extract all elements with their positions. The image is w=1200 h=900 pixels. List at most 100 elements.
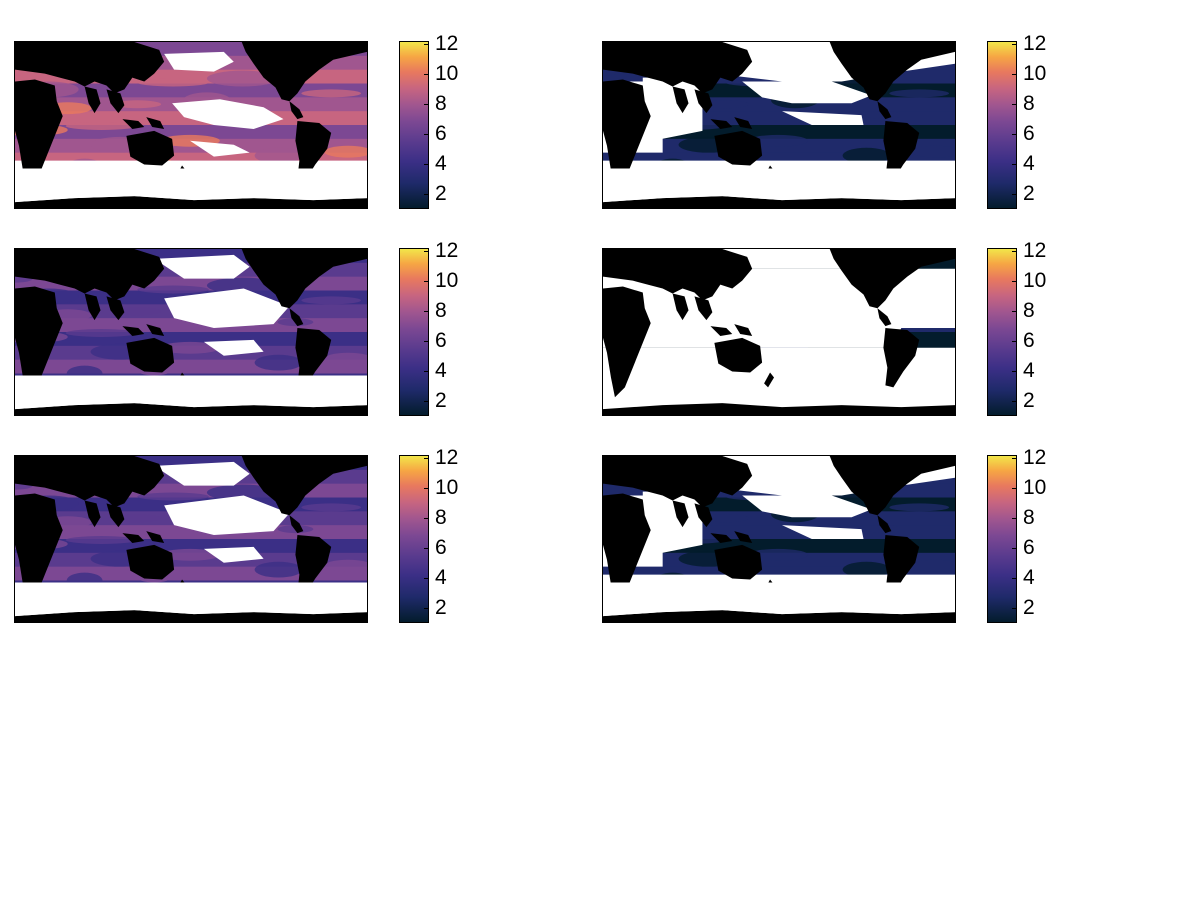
colorbar-tick-mark xyxy=(424,74,428,75)
land-mass xyxy=(603,493,651,605)
masked-region xyxy=(203,339,264,356)
land-mass xyxy=(764,372,775,388)
colorbar-tick-mark xyxy=(424,164,428,165)
land-mass xyxy=(84,86,101,114)
colorbar-tick-mark xyxy=(1012,164,1016,165)
masked-region xyxy=(154,254,250,279)
masked-region xyxy=(642,77,703,141)
land-mass xyxy=(694,503,713,528)
colorbar-tick-label: 6 xyxy=(435,122,447,145)
land-mass xyxy=(603,456,753,508)
southern-masked-region xyxy=(603,582,955,617)
land-mass xyxy=(313,249,352,265)
land-mass xyxy=(710,326,733,336)
colorbar-tick-label: 4 xyxy=(1023,566,1035,589)
antarctica-land xyxy=(603,610,955,622)
map-panel-r3c2 xyxy=(602,455,956,623)
ocean-swirl xyxy=(324,352,367,365)
land-mass xyxy=(289,308,304,327)
ocean-swirl xyxy=(113,307,162,316)
land-mass xyxy=(289,101,304,120)
land-mass xyxy=(672,293,689,321)
land-mass xyxy=(603,79,651,191)
antarctica-land xyxy=(15,196,367,208)
colorbar-tick-label: 10 xyxy=(1023,62,1047,85)
land-mass xyxy=(295,535,332,595)
colorbar-tick-label: 6 xyxy=(435,536,447,559)
ocean-swirl xyxy=(912,559,955,572)
land-mass xyxy=(122,326,145,336)
map-panel-r2c2 xyxy=(602,248,956,416)
land-mass xyxy=(106,89,125,114)
colorbar-tick-label: 4 xyxy=(435,152,447,175)
colorbar-tick-mark xyxy=(1012,401,1016,402)
southern-masked-region xyxy=(603,168,955,203)
colorbar-tick-mark xyxy=(424,488,428,489)
land-mass xyxy=(901,456,940,472)
colorbar-tick-label: 4 xyxy=(435,359,447,382)
ocean-swirl xyxy=(113,514,162,523)
land-mass xyxy=(734,117,753,129)
land-mass xyxy=(603,286,651,398)
colorbar-tick-mark xyxy=(424,401,428,402)
colorbar-tick-mark xyxy=(1012,578,1016,579)
ocean-swirl xyxy=(254,561,303,578)
land-mass xyxy=(829,456,955,516)
ocean-swirl xyxy=(65,329,138,337)
colorbar-tick-label: 2 xyxy=(435,182,447,205)
map-panel-r1c2 xyxy=(602,41,956,209)
land-mass xyxy=(106,296,125,321)
map-panel-r1c1 xyxy=(14,41,368,209)
colorbar-tick-label: 2 xyxy=(1023,182,1035,205)
land-mass xyxy=(672,86,689,114)
ocean-swirl xyxy=(301,296,362,305)
ocean-swirl xyxy=(748,548,808,561)
colorbar-tick-label: 10 xyxy=(1023,476,1047,499)
map-svg xyxy=(15,249,367,415)
land-mass xyxy=(241,42,367,102)
ocean-swirl xyxy=(137,285,209,294)
land-mass xyxy=(146,531,165,543)
colorbar-tick-mark xyxy=(424,341,428,342)
colorbar-tick-label: 2 xyxy=(435,596,447,619)
land-mass xyxy=(734,324,753,336)
colorbar-tick-mark xyxy=(1012,311,1016,312)
colorbar-tick-label: 6 xyxy=(1023,536,1035,559)
colorbar-tick-label: 4 xyxy=(435,566,447,589)
colorbar-tick-mark xyxy=(1012,281,1016,282)
ocean-swirl xyxy=(912,145,955,158)
colorbar-tick-mark xyxy=(1012,251,1016,252)
masked-region xyxy=(203,546,264,563)
colorbar-tick-label: 12 xyxy=(435,32,459,55)
map-svg xyxy=(15,456,367,622)
land-mass xyxy=(146,324,165,336)
colorbar-tick-mark xyxy=(424,518,428,519)
masked-region xyxy=(742,495,872,518)
colorbar-tick-mark xyxy=(1012,458,1016,459)
land-mass xyxy=(313,42,352,58)
antarctica-land xyxy=(603,196,955,208)
antarctica-land xyxy=(15,403,367,415)
ocean-swirl xyxy=(206,277,279,294)
colorbar-tick-mark xyxy=(424,281,428,282)
land-mass xyxy=(714,130,763,166)
colorbar-tick-label: 10 xyxy=(435,269,459,292)
land-mass xyxy=(694,296,713,321)
colorbar-tick-mark xyxy=(424,371,428,372)
ocean-swirl xyxy=(324,559,367,572)
colorbar-tick-mark xyxy=(424,578,428,579)
colorbar-tick-mark xyxy=(1012,518,1016,519)
masked-region xyxy=(603,347,955,415)
land-mass xyxy=(295,121,332,181)
colorbar-tick-label: 12 xyxy=(1023,446,1047,469)
land-mass xyxy=(710,119,733,129)
colorbar-tick-label: 6 xyxy=(1023,329,1035,352)
land-mass xyxy=(714,337,763,373)
land-mass xyxy=(734,531,753,543)
masked-region xyxy=(781,111,864,125)
land-mass xyxy=(877,308,892,327)
colorbar-r2c1 xyxy=(399,248,429,416)
land-mass xyxy=(883,121,920,181)
ocean-swirl xyxy=(324,145,367,158)
